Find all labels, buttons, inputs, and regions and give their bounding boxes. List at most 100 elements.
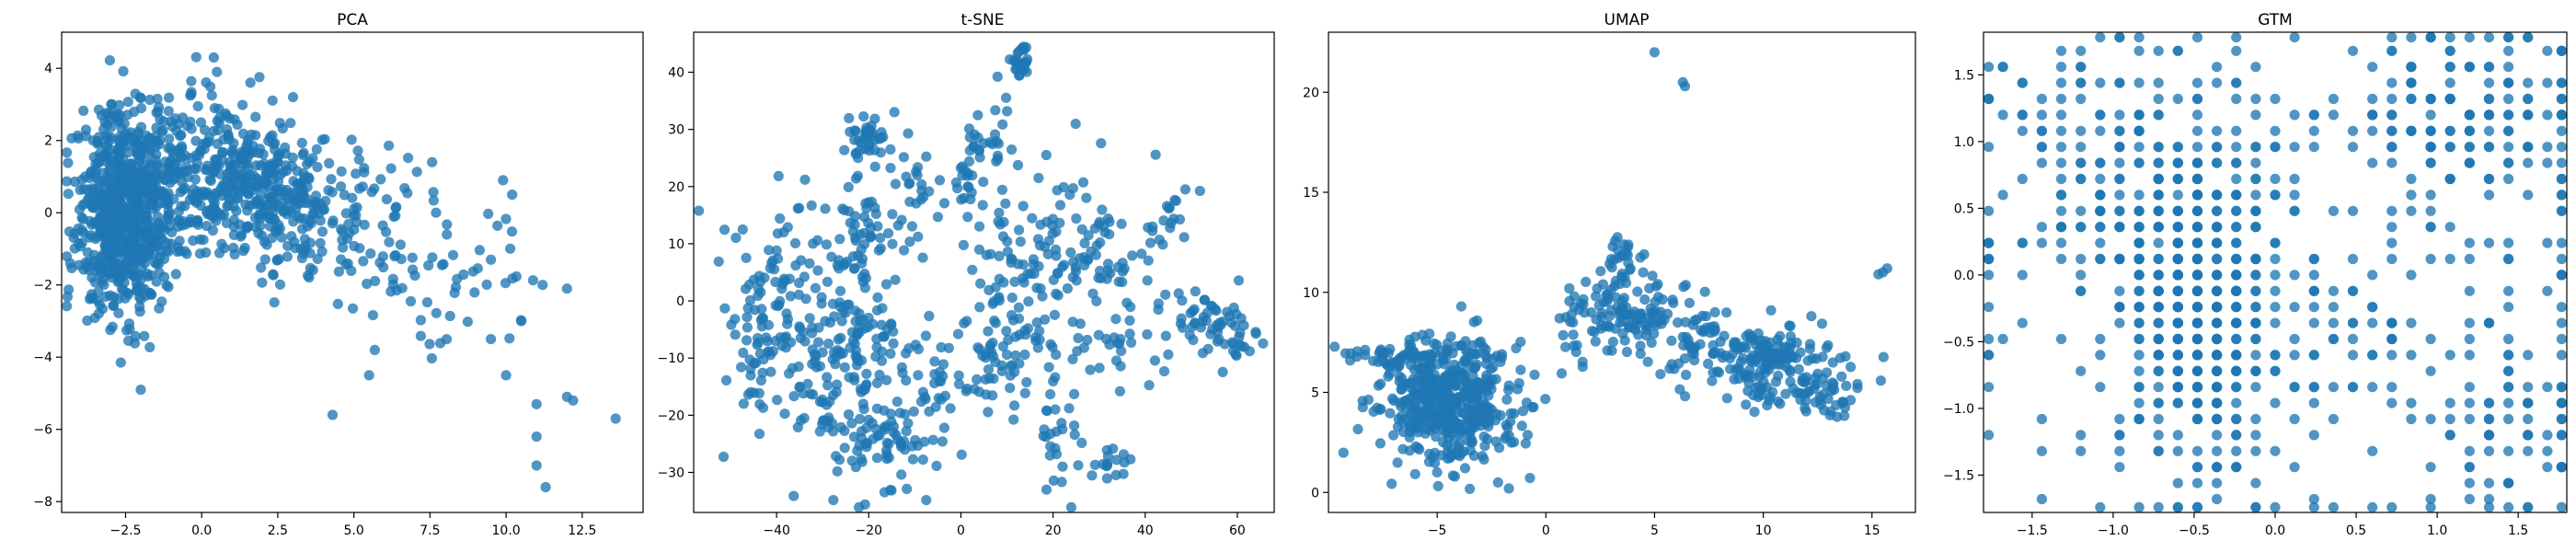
scatter-point: [1838, 397, 1849, 408]
scatter-point: [2076, 93, 2087, 105]
scatter-point: [1082, 334, 1093, 346]
scatter-point: [447, 249, 459, 260]
scatter-point: [1647, 270, 1658, 282]
scatter-point: [2017, 77, 2028, 88]
scatter-point: [1524, 473, 1535, 484]
scatter-point: [1052, 290, 1064, 301]
scatter-point: [1460, 336, 1471, 347]
scatter-point: [883, 452, 894, 464]
x-tick-label: 40: [1137, 523, 1154, 538]
scatter-point: [1754, 381, 1765, 392]
scatter-point: [2542, 45, 2553, 56]
scatter-point: [2231, 365, 2242, 376]
scatter-point: [2523, 382, 2534, 393]
scatter-point: [1521, 397, 1533, 408]
scatter-point: [2347, 125, 2359, 136]
scatter-point: [822, 380, 834, 391]
scatter-point: [2556, 462, 2567, 473]
scatter-point: [2406, 125, 2417, 136]
scatter-point: [106, 98, 117, 109]
scatter-point: [195, 117, 207, 128]
scatter-point: [1045, 429, 1056, 440]
scatter-point: [1409, 468, 1420, 479]
scatter-point: [1984, 237, 1995, 248]
scatter-point: [2289, 270, 2300, 281]
scatter-point: [298, 147, 309, 158]
scatter-point: [295, 243, 306, 254]
scatter-point: [2153, 222, 2164, 233]
scatter-point: [84, 172, 95, 183]
scatter-point: [286, 231, 297, 242]
scatter-point: [1735, 356, 1746, 367]
scatter-point: [2133, 397, 2145, 408]
scatter-point: [2406, 413, 2417, 425]
scatter-point: [100, 108, 111, 119]
scatter-point: [972, 374, 983, 385]
scatter-point: [1984, 382, 1995, 393]
scatter-point: [255, 160, 266, 171]
scatter-point: [1094, 362, 1105, 374]
axes-frame: [1328, 31, 1916, 513]
scatter-point: [2036, 237, 2047, 248]
scatter-point: [1058, 181, 1069, 193]
scatter-point: [1754, 371, 1765, 382]
scatter-point: [1005, 54, 1016, 65]
scatter-point: [2250, 430, 2261, 441]
scatter-point: [2503, 501, 2514, 513]
scatter-point: [1019, 349, 1030, 361]
scatter-point: [880, 279, 892, 290]
scatter-point: [316, 246, 328, 257]
scatter-point: [159, 174, 170, 186]
scatter-point: [963, 155, 975, 167]
scatter-point: [2503, 397, 2514, 408]
scatter-point: [1405, 340, 1417, 351]
scatter-point: [904, 236, 915, 247]
scatter-point: [1477, 451, 1488, 462]
scatter-point: [1238, 341, 1250, 352]
scatter-point: [1018, 273, 1029, 284]
scatter-point: [1619, 271, 1630, 282]
scatter-point: [2367, 317, 2378, 328]
scatter-point: [1483, 390, 1494, 401]
scatter-point: [428, 195, 439, 206]
scatter-point: [2386, 333, 2398, 345]
scatter-point: [2556, 270, 2567, 281]
scatter-point: [2095, 333, 2106, 345]
scatter-point: [2503, 125, 2514, 136]
scatter-point: [1596, 311, 1607, 323]
scatter-point: [931, 460, 942, 471]
scatter-point: [2523, 77, 2534, 88]
scatter-point: [561, 283, 572, 294]
scatter-point: [2444, 350, 2455, 361]
scatter-point: [1776, 354, 1787, 365]
scatter-point: [265, 213, 276, 224]
scatter-point: [2328, 302, 2339, 313]
x-tick-label: −40: [763, 523, 790, 538]
scatter-point: [2172, 253, 2183, 265]
scatter-point: [2191, 477, 2203, 489]
scatter-point: [1019, 58, 1030, 69]
scatter-point: [315, 237, 326, 248]
scatter-point: [2270, 302, 2281, 313]
scatter-point: [799, 336, 811, 347]
scatter-point: [353, 154, 364, 165]
scatter-point: [2270, 125, 2281, 136]
scatter-point: [1001, 350, 1013, 361]
scatter-point: [2114, 157, 2125, 168]
scatter-point: [1852, 378, 1863, 390]
y-tick-label: 30: [668, 123, 684, 138]
scatter-point: [2231, 430, 2242, 441]
scatter-point: [991, 155, 1002, 167]
scatter-point: [208, 125, 220, 136]
scatter-point: [998, 277, 1009, 288]
scatter-point: [730, 232, 742, 244]
scatter-point: [2250, 142, 2261, 153]
scatter-point: [88, 152, 99, 163]
scatter-point: [2483, 317, 2495, 328]
scatter-point: [1062, 282, 1073, 294]
scatter-point: [2153, 317, 2164, 328]
scatter-point: [537, 280, 548, 291]
scatter-point: [2055, 45, 2067, 56]
scatter-point: [1081, 192, 1092, 203]
scatter-point: [140, 213, 151, 224]
